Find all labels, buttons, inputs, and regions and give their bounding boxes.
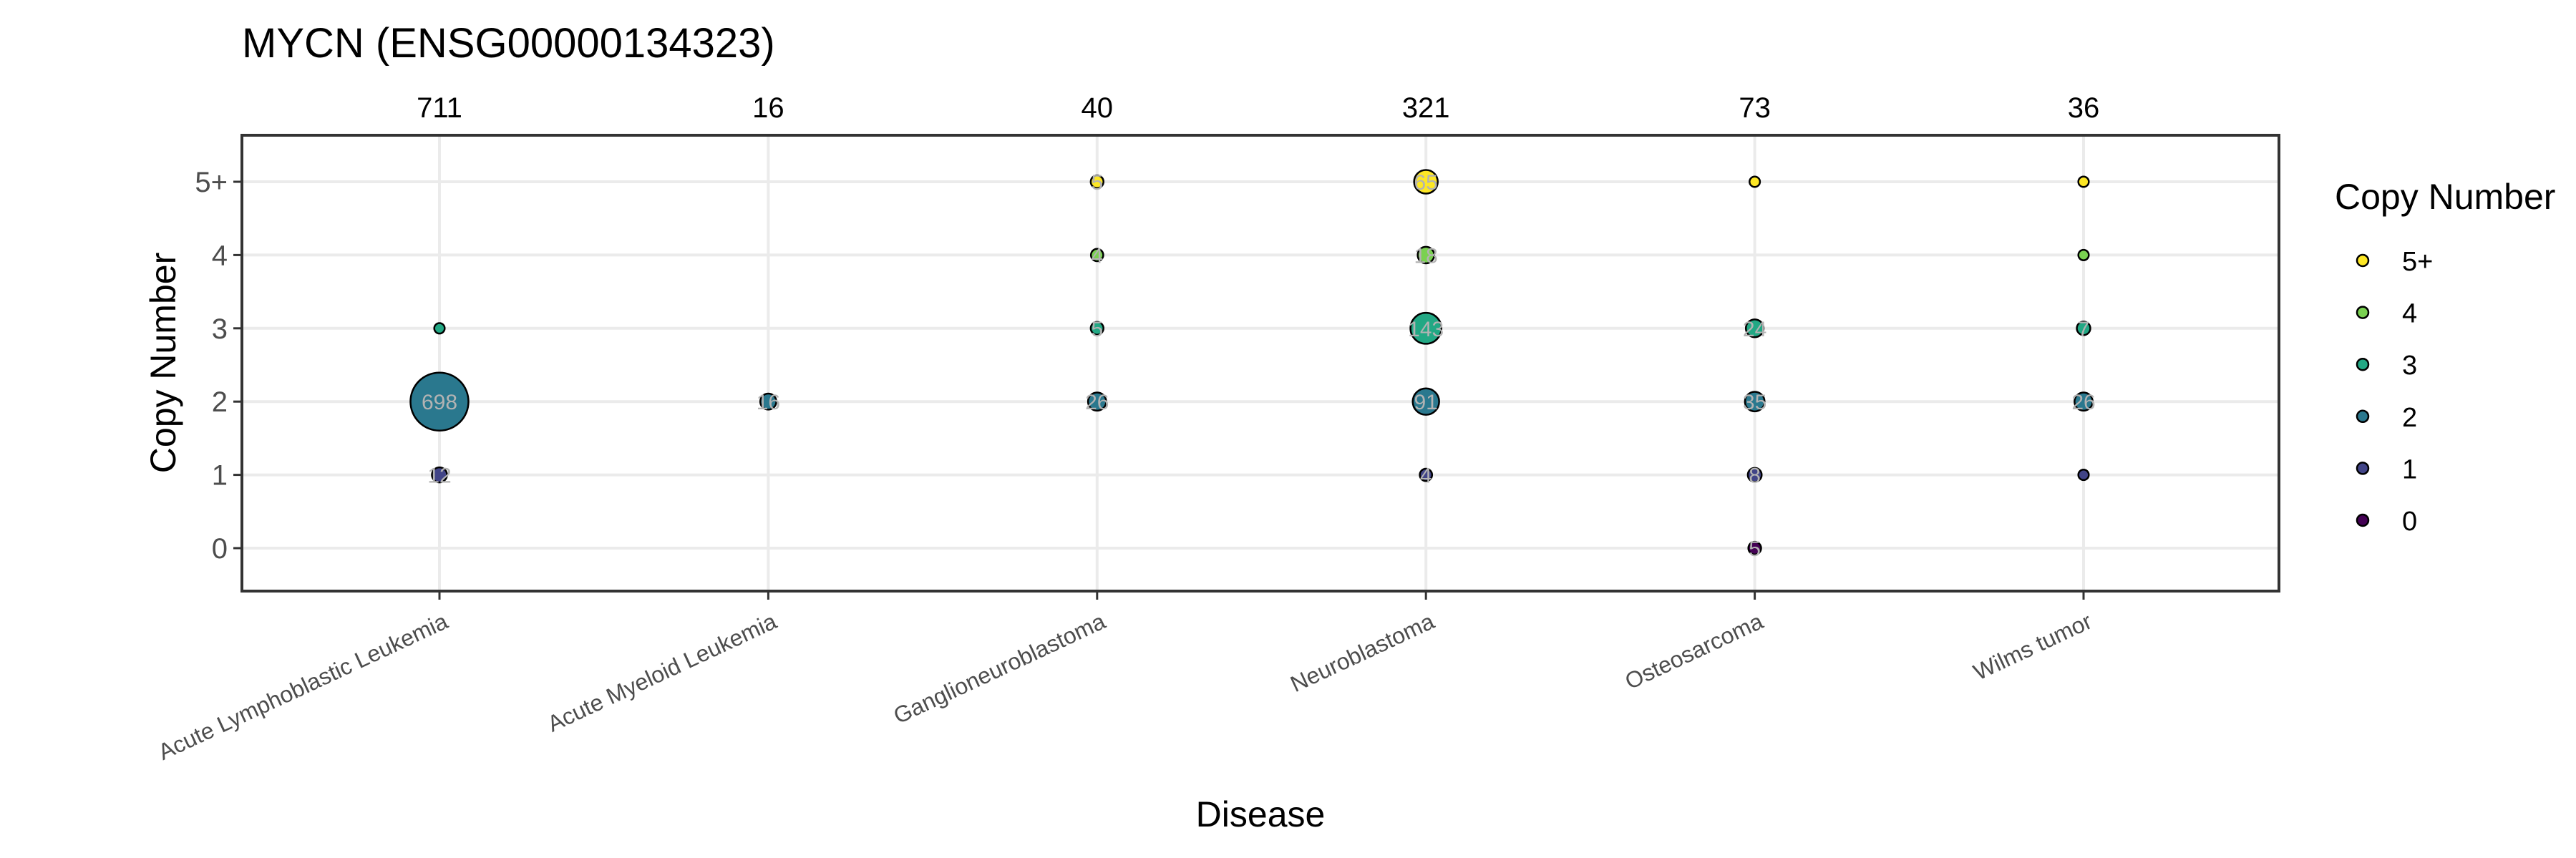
bubble-point [1411, 387, 1440, 416]
legend-label: 5+ [2402, 247, 2433, 277]
bubble-count-label: 7 [2078, 318, 2090, 341]
bubble-point [2074, 391, 2094, 412]
bubble-point [1089, 248, 1104, 263]
total-count-label: 40 [1082, 92, 1114, 124]
bubble-point [1416, 245, 1435, 265]
legend-label: 2 [2402, 403, 2417, 433]
bubble-count-label: 698 [422, 391, 457, 414]
bubble-point [1409, 311, 1443, 345]
grid-lines [242, 135, 2279, 591]
bubble-points: 698 12 16 5 4 5 26 65 18 143 91 4 24 35 8 5 7 26 [409, 169, 2096, 561]
bubble-count-label: 35 [1743, 391, 1766, 414]
legend-key [2356, 306, 2370, 319]
bubble-point [1749, 175, 1761, 188]
panel-border [240, 134, 2280, 593]
bubble-count-label: 65 [1414, 171, 1438, 195]
bubble-count-label: 5 [1091, 318, 1103, 341]
bubble-count-label: 5 [1091, 171, 1103, 195]
total-count-label: 36 [2068, 92, 2100, 124]
bubble-point [1744, 391, 1766, 413]
y-axis-title: Copy Number [143, 253, 183, 473]
total-count-label: 73 [1739, 92, 1771, 124]
x-tick-label: Wilms tumor [1970, 608, 2096, 686]
bubble-count-label: 4 [1091, 244, 1103, 268]
y-tick-label: 3 [212, 313, 228, 345]
bubble-count-label: 26 [1085, 391, 1109, 414]
x-axis-title: Disease [1196, 794, 1326, 834]
legend-label: 4 [2402, 299, 2417, 329]
total-count-label: 321 [1402, 92, 1450, 124]
bubble-count-label: 4 [1420, 464, 1432, 488]
legend-key [2356, 253, 2370, 268]
bubble-point [1746, 467, 1763, 483]
legend: 5+ 4 3 2 1 0 [2356, 247, 2433, 537]
legend-key [2356, 357, 2370, 371]
total-count-label: 711 [417, 92, 462, 124]
bubble-point [2077, 469, 2090, 482]
bubble-point [433, 322, 446, 335]
legend-label: 3 [2402, 351, 2417, 381]
bubble-point [1089, 321, 1104, 336]
bubble-point [1087, 391, 1107, 412]
y-tick-label: 4 [212, 240, 228, 271]
legend-key [2356, 462, 2370, 475]
legend-label: 0 [2402, 507, 2417, 537]
bubble-point [1413, 169, 1439, 195]
bubble-point [759, 392, 777, 411]
y-tick-label: 0 [212, 533, 228, 565]
legend-title: Copy Number [2335, 177, 2555, 217]
y-tick-label: 1 [212, 460, 228, 492]
x-tick-label: Acute Lymphoblastic Leukemia [154, 608, 452, 765]
bubble-point [2077, 248, 2090, 261]
bubble-count-label: 143 [1408, 318, 1444, 341]
bubble-count-label: 12 [427, 464, 451, 488]
bubble-point [1744, 318, 1765, 338]
bubble-count-label: 18 [1414, 244, 1438, 268]
bubble-count-label: 5 [1749, 537, 1761, 561]
bubble-count-label: 24 [1743, 318, 1766, 341]
x-tick-label: Neuroblastoma [1286, 608, 1438, 697]
chart-title: MYCN (ENSG00000134323) [242, 20, 775, 67]
legend-key [2356, 409, 2370, 424]
legend-label: 1 [2402, 454, 2417, 484]
bubble-point [1089, 174, 1104, 190]
bubble-point [2076, 321, 2091, 336]
x-tick-label: Ganglioneuroblastoma [890, 608, 1109, 729]
bubble-point [1419, 467, 1434, 482]
bubble-count-label: 26 [2071, 391, 2095, 414]
bubble-point [431, 466, 448, 484]
bubble-count-label: 16 [757, 391, 780, 414]
total-count-label: 16 [752, 92, 784, 124]
bubble-count-label: 91 [1414, 391, 1438, 414]
x-tick-label: Acute Myeloid Leukemia [543, 608, 780, 737]
y-tick-label: 5+ [195, 167, 228, 198]
bubble-point [2077, 175, 2090, 188]
x-tick-label: Osteosarcoma [1621, 608, 1767, 695]
bubble-point [409, 371, 470, 432]
bubble-point [1747, 540, 1762, 556]
bubble-count-label: 8 [1749, 464, 1761, 488]
y-tick-label: 2 [212, 386, 228, 418]
legend-key [2356, 513, 2370, 527]
